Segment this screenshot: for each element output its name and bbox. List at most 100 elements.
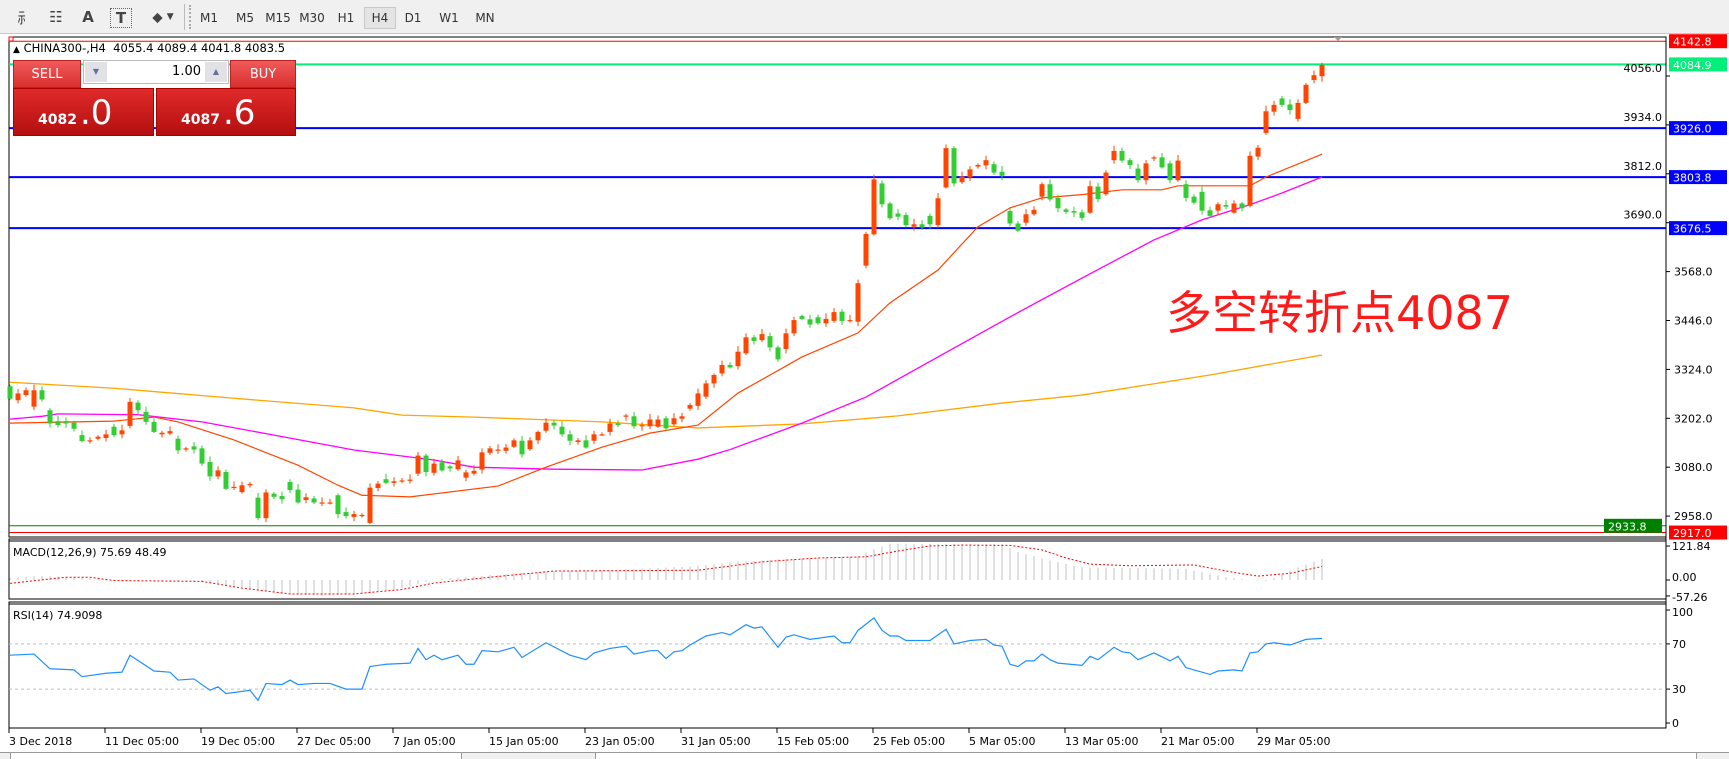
sell-price-fraction: .0 <box>80 93 113 133</box>
candle-body <box>1191 196 1197 203</box>
candle <box>967 166 973 182</box>
candle-body <box>983 160 989 166</box>
candle-body <box>799 316 805 319</box>
one-click-trading-panel: SELL ▼ 1.00 ▲ BUY 4082 .0 4087 .6 <box>13 60 296 136</box>
candle-body <box>271 493 277 497</box>
candle <box>183 446 189 452</box>
price-level-label-bg <box>1669 34 1727 49</box>
candle <box>15 389 21 404</box>
candle <box>399 478 405 484</box>
candle-body <box>143 411 149 422</box>
chart-tab[interactable] <box>595 753 1697 759</box>
candle-body <box>95 436 101 439</box>
moving-averages <box>9 153 1323 498</box>
collapse-triangle-icon[interactable]: ▲ <box>13 45 20 55</box>
price-level-label: 3926.0 <box>1673 123 1712 136</box>
candle-body <box>71 422 77 429</box>
candle-body <box>575 440 581 442</box>
toolbar: ⺬ ☷ A T ⬥ ▼ M1 M5 M15 M30 H1 H4 D1 W1 MN <box>0 0 1729 34</box>
lot-size-input[interactable]: 1.00 <box>172 64 201 79</box>
candle <box>1215 202 1221 216</box>
candle-body <box>327 502 333 504</box>
candle <box>599 432 605 436</box>
level-handle[interactable] <box>8 36 14 42</box>
candle <box>1071 206 1077 218</box>
arrows-icon[interactable]: ⬥ ▼ <box>145 6 181 28</box>
candle <box>671 413 677 426</box>
price-level-label: 4142.8 <box>1673 36 1712 49</box>
lot-size-stepper[interactable]: ▼ 1.00 ▲ <box>83 60 229 84</box>
candle-body <box>847 320 853 322</box>
candle-body <box>663 418 669 429</box>
time-tick-label: 15 Feb 05:00 <box>777 735 849 748</box>
candle <box>1095 182 1101 203</box>
timeframe-h4[interactable]: H4 <box>364 7 396 29</box>
candle <box>39 386 45 402</box>
timeframe-m1[interactable]: M1 <box>200 11 218 25</box>
candle-body <box>447 466 453 469</box>
buy-price-main: 4087 <box>181 112 220 128</box>
fibonacci-grid-icon[interactable]: ☷ <box>45 6 67 28</box>
candle-body <box>727 364 733 368</box>
candle <box>143 406 149 425</box>
candle <box>287 479 293 493</box>
candle <box>1015 221 1021 232</box>
toolbar-grip[interactable] <box>189 5 194 29</box>
text-label-glyph: T <box>115 9 127 27</box>
candle <box>431 458 437 476</box>
rsi-panel <box>8 601 1667 729</box>
timeframe-mn[interactable]: MN <box>475 11 495 25</box>
candle <box>1087 180 1093 214</box>
timeframe-d1[interactable]: D1 <box>404 11 422 25</box>
candle <box>247 482 253 488</box>
candle <box>279 491 285 504</box>
candle-body <box>591 434 597 441</box>
timeframe-m30[interactable]: M30 <box>299 11 325 25</box>
buy-price-button[interactable]: 4087 .6 <box>156 88 296 136</box>
candle-body <box>431 463 437 473</box>
timeframe-m5[interactable]: M5 <box>236 11 254 25</box>
candle-body <box>1071 211 1077 213</box>
decrease-lot-icon[interactable]: ▼ <box>85 62 107 82</box>
candle-body <box>471 470 477 474</box>
text-icon[interactable]: A <box>78 6 98 28</box>
candle <box>935 193 941 228</box>
timeframe-m15[interactable]: M15 <box>265 11 291 25</box>
timeframe-h1[interactable]: H1 <box>337 11 355 25</box>
rsi-axis-label: 100 <box>1672 606 1693 619</box>
candle-body <box>375 483 381 489</box>
candle-body <box>599 434 605 436</box>
candle <box>1175 154 1181 182</box>
candle-body <box>239 485 245 493</box>
candle-body <box>1087 186 1093 213</box>
candle <box>1167 160 1173 184</box>
chart-shift-marker[interactable] <box>1334 37 1342 41</box>
candle-body <box>1183 184 1189 198</box>
candle <box>527 437 533 451</box>
chart-annotation-text[interactable]: 多空转折点4087 <box>1166 286 1514 340</box>
candle-body <box>687 405 693 409</box>
candle <box>271 492 277 500</box>
candle <box>503 443 509 454</box>
candle-body <box>167 431 173 434</box>
elliott-wave-icon[interactable]: ⺬ <box>13 6 37 28</box>
sell-button[interactable]: SELL <box>13 60 81 88</box>
candle-body <box>543 422 549 431</box>
buy-button[interactable]: BUY <box>230 60 296 88</box>
candle-body <box>1167 163 1173 181</box>
candle <box>463 469 469 482</box>
increase-lot-icon[interactable]: ▲ <box>205 62 227 82</box>
candle <box>1031 206 1037 216</box>
candle-body <box>335 495 341 515</box>
candle <box>439 459 445 472</box>
candle-body <box>215 470 221 477</box>
chart-tab[interactable] <box>10 753 462 759</box>
text-label-icon[interactable]: T <box>110 8 132 28</box>
candle <box>151 418 157 434</box>
candle-body <box>1063 209 1069 212</box>
macd-signal-line <box>9 544 1323 595</box>
sell-price-button[interactable]: 4082 .0 <box>13 88 154 136</box>
candle <box>895 209 901 221</box>
timeframe-w1[interactable]: W1 <box>439 11 459 25</box>
